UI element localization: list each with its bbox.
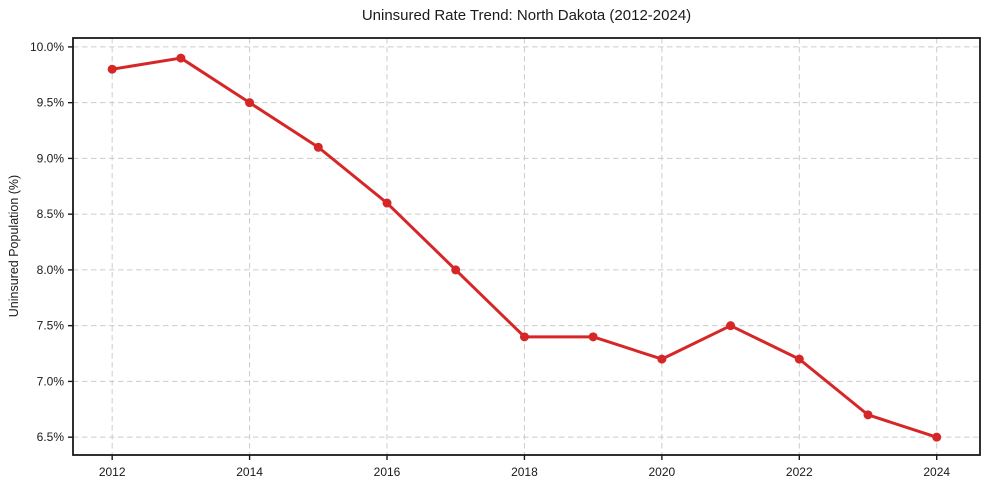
plot-border — [72, 37, 981, 456]
x-tick-label: 2024 — [923, 465, 950, 479]
data-point — [382, 198, 392, 208]
data-point — [794, 354, 804, 364]
x-tick-label: 2020 — [649, 465, 676, 479]
y-tick-label: 8.5% — [37, 207, 65, 221]
x-tick-label: 2018 — [511, 465, 538, 479]
y-tick-label: 9.0% — [37, 151, 65, 165]
y-tick-label: 10.0% — [30, 40, 64, 54]
x-tick-label: 2022 — [786, 465, 813, 479]
data-point — [176, 53, 186, 63]
data-point — [726, 321, 736, 331]
x-tick-label: 2014 — [236, 465, 263, 479]
data-point — [245, 98, 255, 108]
x-tick-label: 2012 — [99, 465, 126, 479]
chart-title: Uninsured Rate Trend: North Dakota (2012… — [361, 7, 692, 24]
data-point — [863, 410, 873, 420]
data-point — [657, 354, 667, 364]
y-tick-label: 6.5% — [37, 430, 65, 444]
y-axis-title: Uninsured Population (%) — [7, 174, 21, 318]
data-point — [932, 432, 942, 442]
x-tick-label: 2016 — [374, 465, 401, 479]
y-tick-label: 8.0% — [37, 263, 65, 277]
data-point — [451, 265, 461, 275]
data-point — [519, 332, 529, 342]
y-tick-label: 9.5% — [37, 96, 65, 110]
y-tick-label: 7.0% — [37, 374, 65, 388]
data-point — [107, 64, 117, 74]
data-point — [313, 142, 323, 152]
data-point — [588, 332, 598, 342]
y-tick-label: 7.5% — [37, 319, 65, 333]
